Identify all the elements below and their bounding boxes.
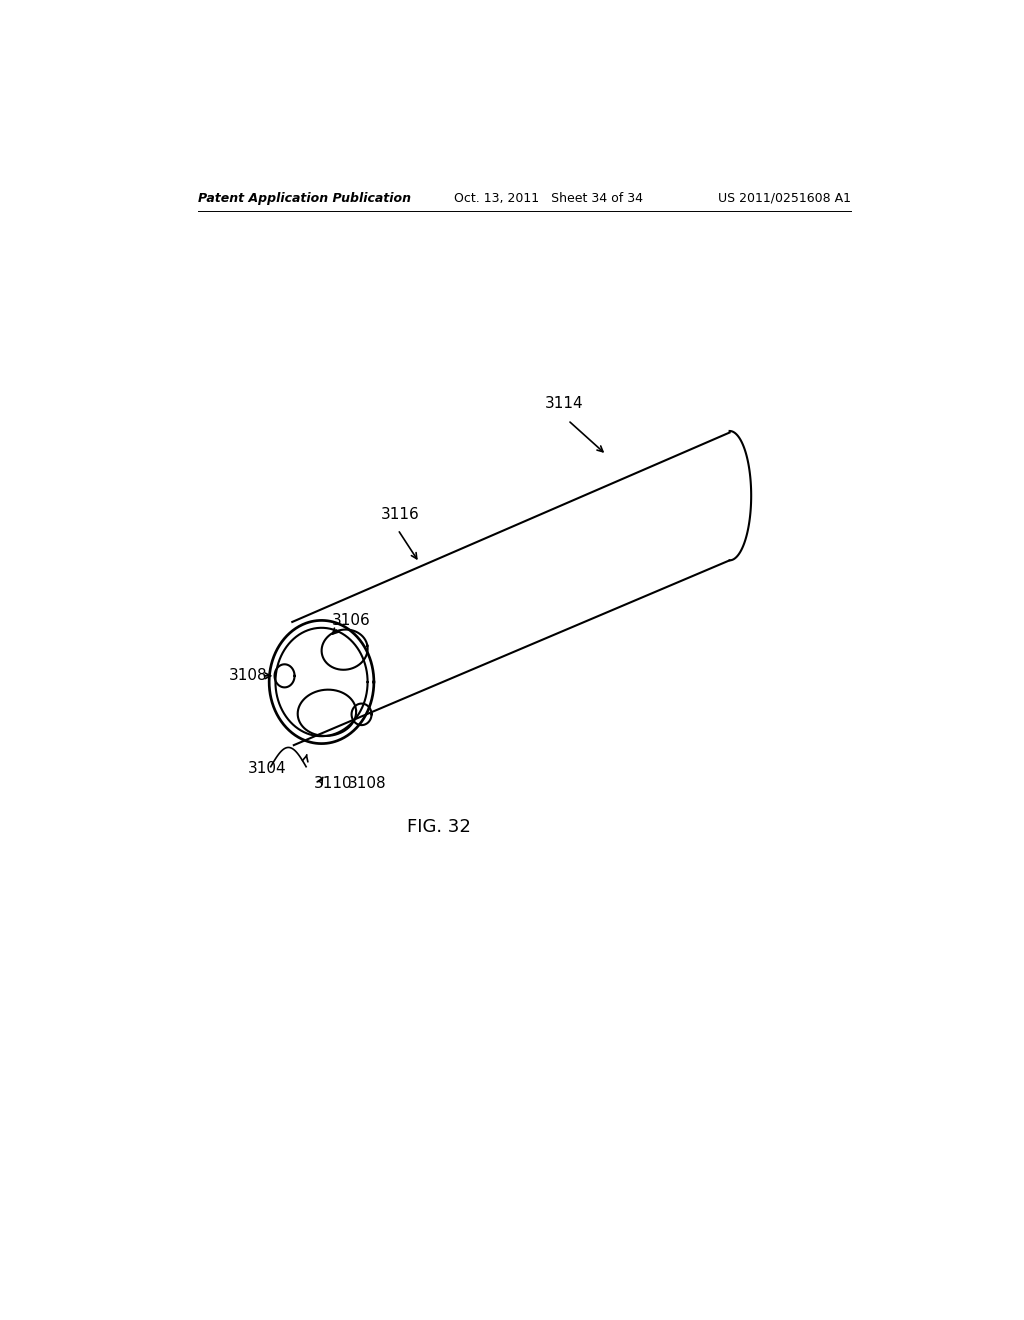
- Text: 3116: 3116: [381, 507, 420, 521]
- Text: FIG. 32: FIG. 32: [407, 818, 470, 836]
- Text: Patent Application Publication: Patent Application Publication: [199, 191, 412, 205]
- Text: Oct. 13, 2011   Sheet 34 of 34: Oct. 13, 2011 Sheet 34 of 34: [454, 191, 643, 205]
- Text: 3114: 3114: [545, 396, 584, 411]
- Text: 3108: 3108: [229, 668, 267, 684]
- Text: 3110: 3110: [313, 776, 352, 791]
- Text: 3104: 3104: [248, 760, 287, 776]
- Text: 3108: 3108: [348, 776, 386, 791]
- Text: US 2011/0251608 A1: US 2011/0251608 A1: [718, 191, 851, 205]
- Text: 3106: 3106: [333, 612, 371, 628]
